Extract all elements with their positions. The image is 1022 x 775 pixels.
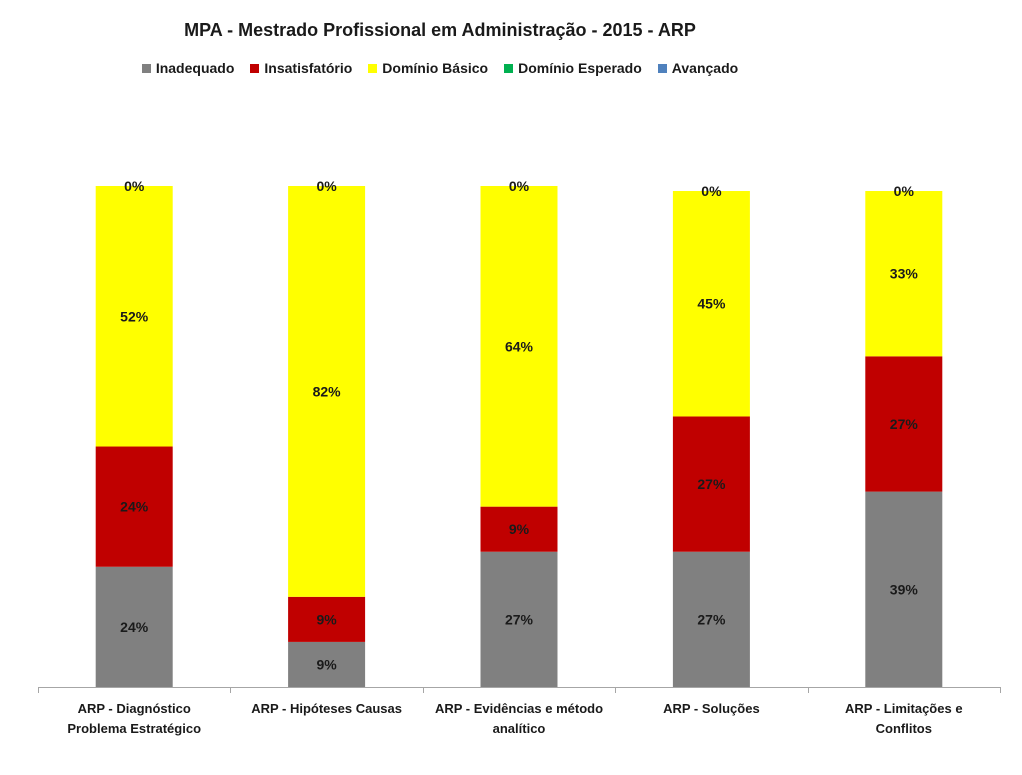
bar-segment [865,191,943,357]
legend-item: Avançado [657,60,739,76]
legend-swatch [368,64,378,73]
data-label: 82% [313,383,342,399]
data-label: 52% [120,308,149,324]
x-tick-label: ARP - Limitações e [845,701,963,716]
x-tick-label: analítico [493,721,546,736]
bar-segment [865,491,943,687]
data-label: 27% [697,476,726,492]
legend-swatch [657,64,667,73]
legend-label: Insatisfatório [264,60,353,76]
legend-item: Domínio Esperado [504,60,642,76]
data-label: 24% [120,499,149,515]
bar-segment [672,191,750,417]
bar-segment [672,551,750,687]
bar-segment [95,566,173,687]
data-label: 45% [697,296,726,312]
bar-segment [480,506,558,552]
legend-swatch [504,64,514,73]
legend-label: Inadequado [155,60,235,76]
x-tick-label: ARP - Hipóteses Causas [251,701,402,716]
x-tick-label: ARP - Diagnóstico [78,701,191,716]
data-label: 33% [890,266,919,282]
chart-title: MPA - Mestrado Profissional em Administr… [184,20,696,40]
data-label: 24% [120,619,149,635]
x-tick-label: Problema Estratégico [67,721,201,736]
legend-item: Domínio Básico [368,60,488,76]
data-label: 39% [890,581,919,597]
data-label: 0% [124,178,145,194]
data-label: 9% [316,656,337,672]
data-label: 64% [505,338,534,354]
bar-segment [288,596,366,642]
data-label: 0% [509,178,530,194]
x-tick-label: ARP - Soluções [663,701,760,716]
data-label: 9% [316,611,337,627]
bar-segment [95,446,173,567]
data-label: 27% [697,611,726,627]
legend-swatch [250,64,260,73]
x-tick-label: ARP - Evidências e método [435,701,603,716]
legend-label: Avançado [671,60,739,76]
bar-segment [480,186,558,507]
chart-legend: Inadequado Insatisfatório Domínio Básico Do… [0,60,880,76]
legend-swatch [141,64,151,73]
bar-segment [865,356,943,492]
legend-item: Insatisfatório [250,60,352,76]
bar-segment [95,186,173,447]
data-label: 0% [701,183,722,199]
data-label: 0% [316,178,337,194]
legend-label: Domínio Básico [382,60,489,76]
data-label: 27% [890,416,919,432]
data-label: 9% [509,521,530,537]
data-label: 27% [505,611,534,627]
bar-segment [288,186,366,597]
bar-segment [480,551,558,687]
legend-item: Inadequado [141,60,235,76]
bar-segment [288,641,366,687]
bar-segment [672,416,750,552]
x-tick-label: Conflitos [876,721,932,736]
data-label: 0% [894,183,915,199]
legend-label: Domínio Esperado [518,60,642,76]
